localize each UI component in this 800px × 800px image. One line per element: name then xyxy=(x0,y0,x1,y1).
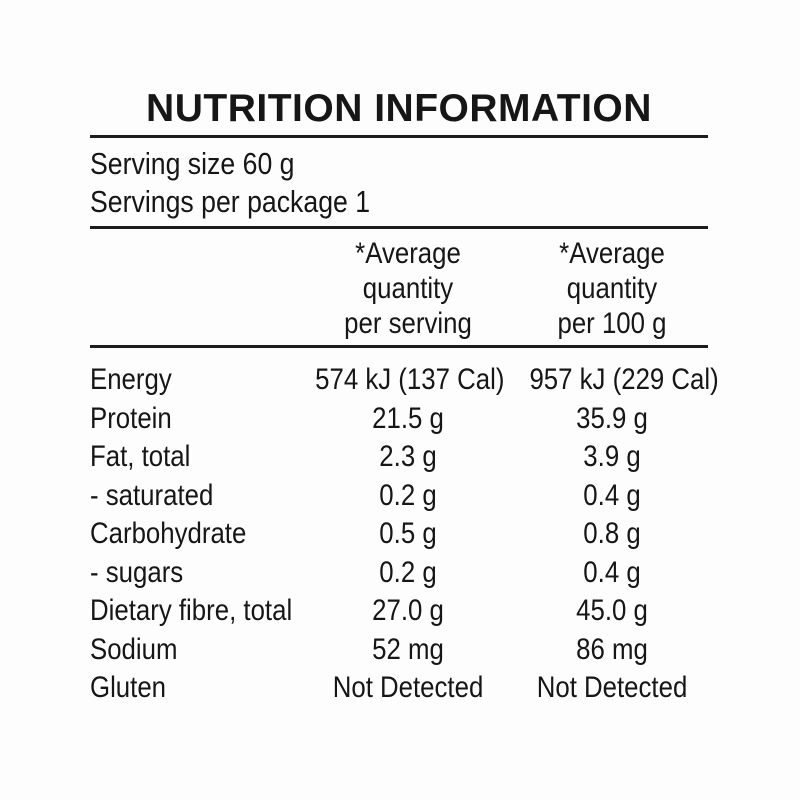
servings-per-package-text: Servings per package 1 xyxy=(90,184,371,219)
divider-under-headers xyxy=(90,345,708,348)
nutrient-name: - sugars xyxy=(90,555,184,589)
value-per-100g: 0.4 g xyxy=(583,555,641,589)
table-row-sodium: Sodium 52 mg 86 mg xyxy=(90,631,708,670)
value-per-100g: 3.9 g xyxy=(583,440,641,473)
header-line: per 100 g xyxy=(557,307,667,340)
nutrient-name: - saturated xyxy=(90,478,214,512)
value-per-serving: 52 mg xyxy=(372,632,444,666)
nutrient-name: Energy xyxy=(90,363,172,396)
value-per-100g: 35.9 g xyxy=(576,401,648,435)
value-per-serving: 2.3 g xyxy=(379,440,437,473)
serving-info: Serving size 60 g Servings per package 1 xyxy=(90,138,708,226)
column-headers: *Average quantity per serving *Average q… xyxy=(90,229,708,345)
header-line: *Average xyxy=(355,237,461,270)
nutrition-panel: NUTRITION INFORMATION Serving size 60 g … xyxy=(90,86,719,708)
value-per-serving: 0.5 g xyxy=(379,517,437,550)
header-line: *Average xyxy=(559,237,665,270)
value-per-serving: 21.5 g xyxy=(372,401,444,435)
header-line: quantity xyxy=(362,272,454,305)
divider-under-serving-info xyxy=(90,226,708,229)
value-per-100g: 45.0 g xyxy=(576,594,648,627)
column-header-per-100g: *Average quantity per 100 g xyxy=(516,236,708,341)
header-line: per serving xyxy=(344,307,472,340)
panel-title: NUTRITION INFORMATION xyxy=(146,87,652,130)
table-row-protein: Protein 21.5 g 35.9 g xyxy=(90,400,708,439)
value-per-serving: 0.2 g xyxy=(379,478,437,512)
column-header-per-serving: *Average quantity per serving xyxy=(300,236,516,341)
nutrient-column-spacer xyxy=(90,236,300,341)
nutrition-table-body: Energy 574 kJ (137 Cal) 957 kJ (229 Cal)… xyxy=(90,348,719,708)
table-row-saturated: - saturated 0.2 g 0.4 g xyxy=(90,477,708,516)
table-row-gluten: Gluten Not Detected Not Detected xyxy=(90,669,708,708)
nutrient-name: Dietary fibre, total xyxy=(90,594,293,627)
nutrient-name: Gluten xyxy=(90,671,167,704)
nutrient-name: Sodium xyxy=(90,632,178,666)
table-row-dietary-fibre: Dietary fibre, total 27.0 g 45.0 g xyxy=(90,592,708,631)
nutrient-name: Protein xyxy=(90,401,172,435)
value-per-100g: 957 kJ (229 Cal) xyxy=(529,363,719,396)
value-per-100g: Not Detected xyxy=(536,671,688,704)
value-per-serving: Not Detected xyxy=(332,671,484,704)
table-row-sugars: - sugars 0.2 g 0.4 g xyxy=(90,554,708,593)
header-line: quantity xyxy=(566,272,658,305)
serving-size-text: Serving size 60 g xyxy=(90,146,295,181)
value-per-serving: 0.2 g xyxy=(379,555,437,589)
value-per-serving: 574 kJ (137 Cal) xyxy=(315,363,505,396)
table-row-fat-total: Fat, total 2.3 g 3.9 g xyxy=(90,438,708,477)
value-per-100g: 86 mg xyxy=(576,632,648,666)
divider-under-title xyxy=(90,135,708,138)
table-row-energy: Energy 574 kJ (137 Cal) 957 kJ (229 Cal) xyxy=(90,361,719,400)
value-per-100g: 0.4 g xyxy=(583,478,641,512)
nutrient-name: Carbohydrate xyxy=(90,517,247,550)
value-per-serving: 27.0 g xyxy=(372,594,444,627)
value-per-100g: 0.8 g xyxy=(583,517,641,550)
nutrient-name: Fat, total xyxy=(90,440,191,473)
table-row-carbohydrate: Carbohydrate 0.5 g 0.8 g xyxy=(90,515,708,554)
